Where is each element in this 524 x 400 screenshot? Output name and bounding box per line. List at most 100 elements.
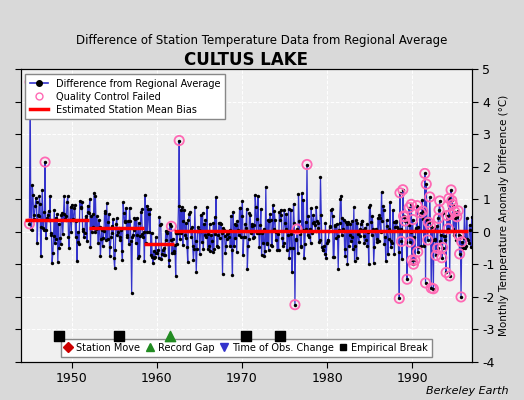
- Point: [171, 242, 179, 248]
- Point: [422, 181, 430, 187]
- Point: [33, 240, 41, 246]
- Point: [134, 255, 142, 262]
- Point: [78, 199, 86, 206]
- Point: [69, 217, 77, 224]
- Point: [441, 237, 449, 243]
- Point: [444, 226, 452, 232]
- Point: [432, 252, 440, 259]
- Point: [106, 244, 115, 250]
- Point: [419, 208, 427, 214]
- Point: [359, 226, 367, 233]
- Point: [287, 230, 296, 237]
- Point: [38, 187, 47, 194]
- Point: [339, 226, 347, 232]
- Point: [68, 202, 76, 208]
- Point: [223, 231, 231, 237]
- Point: [28, 182, 37, 188]
- Point: [372, 226, 380, 232]
- Point: [191, 238, 200, 244]
- Point: [88, 229, 96, 235]
- Point: [278, 235, 286, 242]
- Point: [279, 240, 288, 246]
- Point: [223, 236, 232, 242]
- Point: [140, 258, 149, 264]
- Point: [429, 237, 437, 243]
- Point: [129, 227, 138, 234]
- Point: [416, 211, 424, 217]
- Point: [95, 217, 103, 223]
- Point: [117, 248, 126, 254]
- Point: [171, 272, 180, 279]
- Point: [447, 187, 455, 193]
- Point: [421, 170, 429, 177]
- Point: [463, 215, 471, 221]
- Point: [335, 220, 344, 226]
- Point: [271, 237, 280, 243]
- Point: [389, 219, 398, 226]
- Point: [365, 260, 373, 267]
- Point: [329, 254, 337, 260]
- Point: [154, 246, 162, 253]
- Point: [268, 243, 276, 250]
- Point: [89, 224, 97, 230]
- Point: [381, 257, 390, 264]
- Point: [130, 215, 139, 222]
- Point: [275, 209, 283, 216]
- Point: [352, 216, 360, 223]
- Point: [141, 240, 150, 246]
- Point: [209, 249, 217, 256]
- Point: [243, 266, 252, 272]
- Point: [82, 216, 91, 222]
- Point: [124, 218, 132, 225]
- Point: [202, 233, 210, 240]
- Point: [297, 243, 305, 250]
- Point: [145, 229, 154, 236]
- Point: [406, 239, 414, 245]
- Point: [381, 233, 389, 240]
- Point: [129, 231, 137, 238]
- Point: [451, 215, 460, 221]
- Point: [396, 190, 404, 196]
- Point: [370, 244, 379, 250]
- Point: [188, 224, 196, 230]
- Point: [210, 246, 218, 252]
- Point: [71, 202, 79, 208]
- Point: [90, 190, 98, 196]
- Point: [425, 194, 434, 200]
- Point: [233, 248, 241, 255]
- Point: [311, 228, 320, 234]
- Point: [277, 211, 286, 218]
- Point: [411, 226, 420, 232]
- Point: [197, 212, 205, 218]
- Point: [185, 209, 194, 215]
- Point: [409, 261, 418, 267]
- Point: [29, 215, 38, 222]
- Point: [236, 205, 245, 211]
- Point: [241, 221, 249, 228]
- Point: [132, 240, 140, 246]
- Point: [447, 197, 456, 204]
- Point: [62, 217, 71, 224]
- Point: [83, 238, 91, 244]
- Point: [405, 222, 413, 228]
- Point: [461, 203, 469, 209]
- Point: [294, 191, 303, 197]
- Point: [417, 243, 425, 249]
- Point: [234, 227, 242, 233]
- Point: [455, 251, 464, 257]
- Point: [47, 232, 56, 238]
- Point: [100, 227, 108, 234]
- Point: [274, 230, 282, 237]
- Point: [165, 257, 173, 263]
- Point: [199, 210, 207, 216]
- Point: [303, 232, 312, 238]
- Point: [401, 216, 410, 223]
- Point: [309, 212, 318, 218]
- Point: [423, 237, 432, 243]
- Point: [57, 212, 66, 218]
- Point: [260, 253, 269, 259]
- Point: [87, 212, 95, 219]
- Point: [293, 226, 301, 232]
- Point: [105, 253, 114, 260]
- Point: [455, 232, 463, 238]
